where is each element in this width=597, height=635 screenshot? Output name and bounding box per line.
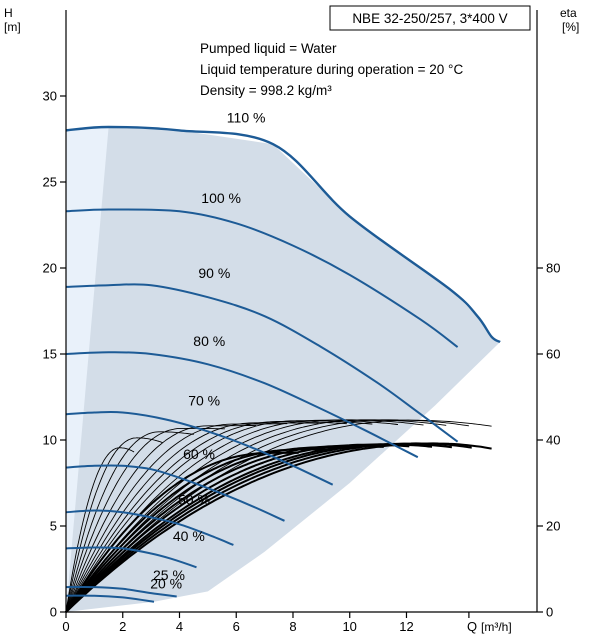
eta-curve-thin-11 (65, 431, 194, 613)
speed-curve-label-9: 20 % (150, 576, 182, 592)
eta-curve-thick-4 (65, 443, 410, 613)
annotation-liquid: Pumped liquid = Water (200, 41, 337, 56)
speed-curve-label-7: 40 % (173, 528, 205, 544)
speed-curve-50 (65, 509, 234, 546)
annotation-temperature: Liquid temperature during operation = 20… (200, 62, 463, 77)
speed-curve-25 (65, 585, 177, 598)
left-tick-label: 20 (43, 261, 57, 276)
right-axis-unit: [%] (562, 20, 579, 34)
speed-curve-40 (65, 546, 197, 569)
x-tick-label: 2 (119, 619, 126, 634)
speed-curve-labels: 110 % 100 % 90 % 80 % 70 % 60 % 50 % 40 % 25 %20… (150, 109, 265, 591)
axis-ticks: 0 5 10 15 20 25 30 0 20 40 60 80 0 2 4 6 8 10 12 (43, 89, 561, 635)
left-tick-label: 5 (50, 519, 57, 534)
left-tick-label: 0 (50, 605, 57, 620)
title-box (329, 5, 531, 31)
left-tick-label: 30 (43, 89, 57, 104)
speed-curve-70 (65, 410, 334, 486)
speed-curve-label-1: 100 % (201, 190, 241, 206)
eta-curve-thin-12 (65, 437, 163, 613)
eta-curve-thin-9 (65, 424, 257, 613)
eta-curve-thin-6 (65, 421, 347, 613)
x-tick-label: 8 (289, 619, 296, 634)
x-axis-unit: [m³/h] (481, 620, 512, 634)
efficiency-curves (65, 419, 492, 613)
speed-curve-label-3: 80 % (193, 333, 225, 349)
speed-curve-90 (65, 283, 459, 443)
x-axis-label: Q (467, 619, 477, 634)
eta-curve-thick-7 (65, 448, 330, 613)
operating-area-left-band (66, 127, 109, 612)
chart-title: NBE 32-250/257, 3*400 V (352, 11, 507, 26)
speed-curve-label-6: 50 % (178, 491, 210, 507)
right-axis-label: eta (560, 6, 577, 20)
annotation-density: Density = 998.2 kg/m³ (200, 83, 332, 98)
right-tick-label: 40 (546, 433, 560, 448)
left-tick-label: 10 (43, 433, 57, 448)
speed-curve-label-4: 70 % (188, 393, 220, 409)
speed-curve-80 (65, 351, 419, 459)
right-tick-label: 80 (546, 261, 560, 276)
left-axis-unit: [m] (4, 20, 21, 34)
eta-curve-thick-6 (65, 446, 359, 613)
speed-curve-label-0: 110 % (227, 109, 266, 125)
x-tick-label: 0 (62, 619, 69, 634)
eta-curve-thick-8 (65, 451, 299, 613)
speed-curve-60 (65, 464, 285, 522)
eta-curve-thin-8 (65, 423, 288, 613)
speed-curve-label-5: 60 % (183, 446, 215, 462)
speed-curve-label-8: 25 % (153, 567, 185, 583)
speed-curve-label-2: 90 % (198, 265, 230, 281)
x-tick-label: 12 (399, 619, 413, 634)
eta-curve-thin-7 (65, 422, 319, 613)
x-tick-label: 6 (233, 619, 240, 634)
speed-curve-20 (65, 594, 155, 603)
speed-curves (65, 125, 501, 603)
left-tick-label: 25 (43, 175, 57, 190)
eta-curve-thin-5 (65, 420, 373, 613)
left-tick-label: 15 (43, 347, 57, 362)
right-tick-label: 20 (546, 519, 560, 534)
right-tick-label: 60 (546, 347, 560, 362)
x-tick-label: 4 (176, 619, 183, 634)
speed-curve-100 (65, 208, 459, 348)
right-tick-label: 0 (546, 605, 553, 620)
left-axis-label: H (4, 6, 13, 20)
speed-curve-110 (65, 125, 501, 344)
x-tick-label: 10 (342, 619, 356, 634)
